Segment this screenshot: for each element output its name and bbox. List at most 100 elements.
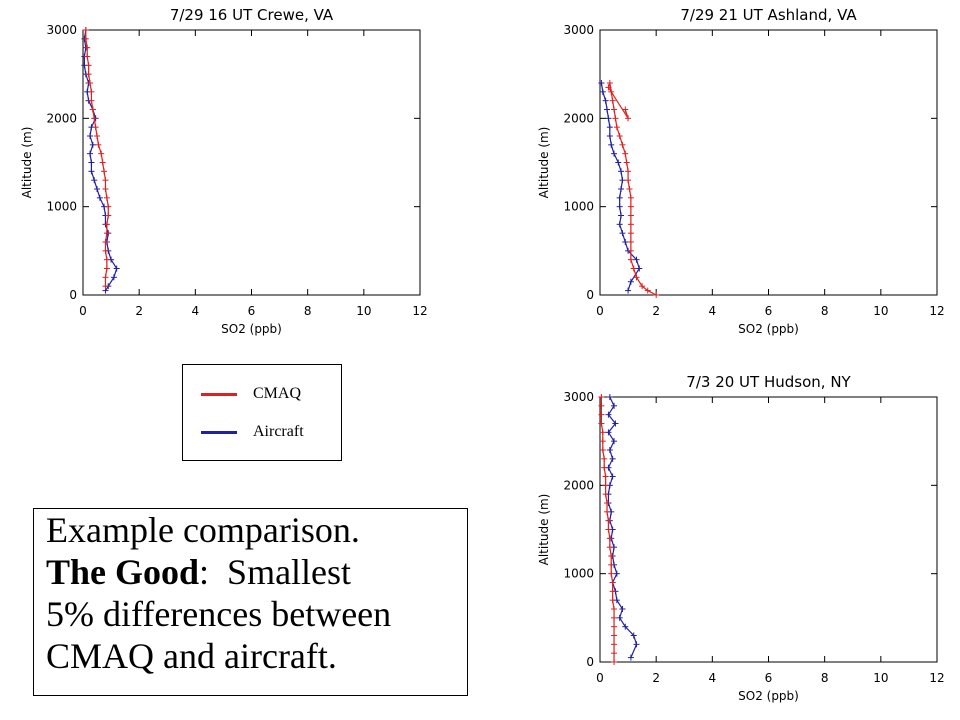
data-point-cmaq (598, 411, 605, 418)
data-point-cmaq (102, 274, 109, 281)
data-point-aircraft (616, 221, 623, 228)
data-point-cmaq (627, 230, 634, 237)
data-point-aircraft (636, 265, 643, 272)
data-point-cmaq (606, 535, 613, 542)
plot-frame (599, 396, 938, 663)
data-point-aircraft (608, 141, 615, 148)
y-tick-label: 3000 (46, 23, 77, 37)
data-point-aircraft (619, 177, 626, 184)
data-point-cmaq (606, 80, 613, 86)
y-tick-label: 2000 (563, 478, 594, 492)
y-tick-label: 2000 (46, 111, 77, 125)
data-point-aircraft (606, 133, 613, 139)
x-tick-label: 4 (709, 304, 717, 318)
data-point-cmaq (627, 203, 634, 210)
data-point-aircraft (605, 411, 612, 418)
x-tick-label: 2 (652, 671, 660, 685)
y-axis-label: Altitude (m) (20, 127, 34, 199)
data-point-aircraft (618, 186, 625, 192)
data-point-aircraft (94, 186, 101, 192)
data-point-aircraft (91, 177, 98, 184)
caption-line-3: 5% differences between (46, 594, 392, 634)
y-tick-label: 3000 (563, 390, 594, 404)
data-point-aircraft (618, 168, 625, 175)
data-point-aircraft (605, 115, 612, 122)
data-point-aircraft (616, 203, 623, 210)
data-point-cmaq (598, 402, 605, 409)
data-point-cmaq (85, 71, 92, 78)
data-point-cmaq (606, 544, 613, 551)
data-point-cmaq (102, 186, 109, 192)
data-point-cmaq (627, 221, 634, 228)
data-point-cmaq (102, 247, 109, 254)
data-point-cmaq (102, 283, 109, 290)
data-point-cmaq (623, 159, 630, 166)
x-tick-label: 8 (304, 304, 312, 318)
data-point-aircraft (612, 420, 619, 427)
data-point-cmaq (99, 159, 106, 166)
data-point-cmaq (103, 194, 110, 201)
data-point-cmaq (612, 115, 619, 122)
x-tick-label: 12 (412, 304, 427, 318)
data-point-cmaq (602, 473, 609, 480)
y-tick-label: 3000 (563, 23, 594, 37)
x-tick-label: 4 (192, 304, 200, 318)
data-point-aircraft (611, 402, 618, 409)
data-point-aircraft (622, 239, 629, 245)
data-point-aircraft (616, 194, 623, 201)
x-tick-label: 6 (765, 304, 773, 318)
x-tick-label: 12 (929, 304, 944, 318)
data-point-aircraft (618, 212, 625, 219)
data-point-cmaq (639, 283, 646, 290)
x-tick-label: 2 (652, 304, 660, 318)
x-axis-label: SO2 (ppb) (221, 322, 282, 336)
data-point-cmaq (609, 579, 616, 586)
chart-title: 7/29 16 UT Crewe, VA (170, 6, 334, 24)
data-point-cmaq (609, 597, 616, 604)
data-point-cmaq (608, 88, 615, 95)
data-point-cmaq (102, 177, 109, 184)
data-point-aircraft (606, 124, 613, 131)
chart-panel-1: 0 2 4 6 8 10 12 0 1000 2000 3000 7/29 16 UT Crewe, … (20, 6, 428, 336)
data-point-cmaq (605, 526, 612, 533)
x-tick-label: 0 (596, 671, 604, 685)
y-tick-label: 1000 (563, 200, 594, 214)
data-point-cmaq (95, 141, 102, 148)
data-point-cmaq (611, 650, 618, 657)
data-point-cmaq (103, 265, 110, 272)
data-point-cmaq (613, 124, 620, 131)
data-point-aircraft (96, 194, 103, 201)
x-tick-label: 12 (929, 671, 944, 685)
data-point-aircraft (88, 168, 95, 175)
data-point-cmaq (633, 274, 640, 281)
caption-line-1: Example comparison. (46, 510, 360, 550)
data-point-cmaq (102, 239, 109, 245)
data-point-cmaq (608, 553, 615, 559)
data-point-cmaq (98, 150, 105, 157)
data-point-cmaq (601, 455, 608, 462)
chart-panel-3: 0 2 4 6 8 10 12 0 1000 2000 3000 7/3 20 UT Hudson, … (537, 373, 945, 703)
y-tick-label: 1000 (46, 200, 77, 214)
data-point-aircraft (627, 654, 634, 661)
data-point-cmaq (84, 53, 91, 60)
data-point-cmaq (619, 141, 626, 148)
data-point-aircraft (89, 141, 96, 148)
data-point-cmaq (91, 115, 98, 122)
x-tick-label: 10 (873, 304, 888, 318)
x-tick-label: 2 (135, 304, 143, 318)
data-point-cmaq (84, 44, 91, 51)
data-point-aircraft (611, 438, 618, 445)
data-point-aircraft (609, 455, 616, 462)
x-axis-label: SO2 (ppb) (738, 322, 799, 336)
legend-swatch-aircraft (201, 430, 237, 434)
data-point-aircraft (87, 150, 94, 157)
data-point-cmaq (103, 221, 110, 228)
y-tick-label: 2000 (563, 111, 594, 125)
data-point-cmaq (89, 106, 96, 113)
data-point-aircraft (619, 606, 626, 612)
caption-line-4: CMAQ and aircraft. (46, 636, 337, 676)
data-point-aircraft (110, 274, 117, 281)
y-axis-label: Altitude (m) (537, 494, 551, 566)
data-point-cmaq (627, 212, 634, 219)
data-point-aircraft (625, 287, 632, 294)
